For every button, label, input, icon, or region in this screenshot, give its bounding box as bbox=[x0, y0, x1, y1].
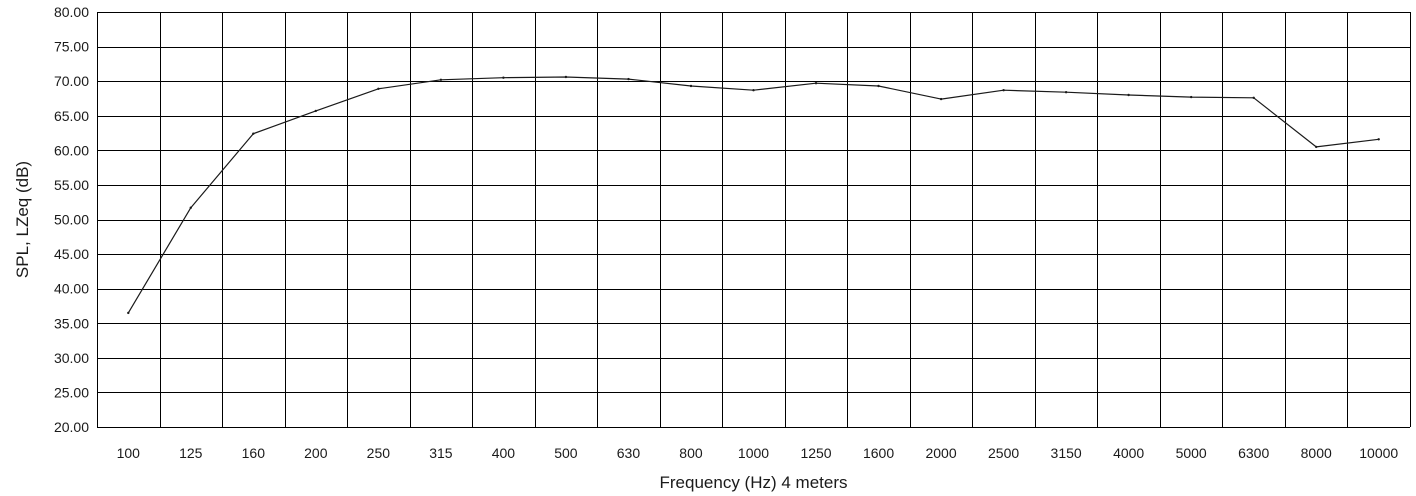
x-tick-label: 10000 bbox=[1359, 445, 1398, 461]
grid bbox=[97, 12, 1411, 428]
y-tick-label: 75.00 bbox=[54, 39, 89, 55]
x-tick-label: 1250 bbox=[800, 445, 831, 461]
x-tick-label: 250 bbox=[367, 445, 391, 461]
y-tick-label: 30.00 bbox=[54, 350, 89, 366]
data-point bbox=[127, 311, 130, 315]
y-tick-label: 25.00 bbox=[54, 384, 89, 400]
x-axis-title: Frequency (Hz) 4 meters bbox=[660, 473, 848, 492]
data-point bbox=[1315, 145, 1318, 149]
x-tick-label: 800 bbox=[679, 445, 703, 461]
x-tick-label: 100 bbox=[117, 445, 141, 461]
y-tick-label: 60.00 bbox=[54, 142, 89, 158]
data-point bbox=[689, 84, 693, 88]
data-point bbox=[877, 84, 880, 88]
y-tick-label: 55.00 bbox=[54, 177, 89, 193]
x-axis-ticks: 100 125 160 200 250 315 400 500 630 800 1000 1250 16… bbox=[117, 445, 1399, 461]
x-tick-label: 6300 bbox=[1238, 445, 1269, 461]
data-point bbox=[1002, 89, 1005, 92]
data-point bbox=[189, 206, 192, 209]
y-axis-ticks: 80.00 75.00 70.00 65.00 60.00 55.00 50.00 45.00… bbox=[54, 4, 89, 435]
y-tick-label: 70.00 bbox=[54, 73, 89, 89]
data-point bbox=[252, 132, 255, 135]
x-tick-label: 8000 bbox=[1301, 445, 1332, 461]
x-tick-label: 1600 bbox=[863, 445, 894, 461]
data-point bbox=[439, 78, 443, 82]
x-tick-label: 4000 bbox=[1113, 445, 1144, 461]
y-axis-title: SPL, LZeq (dB) bbox=[13, 161, 32, 278]
y-tick-label: 80.00 bbox=[54, 4, 89, 20]
data-point bbox=[1252, 96, 1255, 100]
x-tick-label: 125 bbox=[179, 445, 203, 461]
x-tick-label: 160 bbox=[242, 445, 266, 461]
y-tick-label: 35.00 bbox=[54, 315, 89, 331]
y-tick-label: 20.00 bbox=[54, 419, 89, 435]
series-layer bbox=[127, 75, 1380, 315]
x-tick-label: 315 bbox=[429, 445, 453, 461]
data-point bbox=[1064, 91, 1068, 94]
y-tick-label: 40.00 bbox=[54, 281, 89, 297]
data-point bbox=[752, 89, 755, 92]
x-tick-label: 5000 bbox=[1176, 445, 1207, 461]
data-point bbox=[627, 77, 630, 81]
x-tick-label: 630 bbox=[617, 445, 641, 461]
y-tick-label: 45.00 bbox=[54, 246, 89, 262]
data-point bbox=[1190, 95, 1193, 99]
x-tick-label: 1000 bbox=[738, 445, 769, 461]
data-point bbox=[377, 87, 380, 91]
data-point bbox=[314, 109, 317, 113]
y-tick-label: 50.00 bbox=[54, 212, 89, 228]
x-tick-label: 200 bbox=[304, 445, 328, 461]
series-line-0 bbox=[127, 76, 1379, 314]
x-tick-label: 400 bbox=[492, 445, 516, 461]
x-tick-label: 3150 bbox=[1051, 445, 1082, 461]
y-tick-label: 65.00 bbox=[54, 108, 89, 124]
data-point bbox=[502, 76, 505, 79]
data-point bbox=[939, 97, 943, 101]
data-point bbox=[814, 82, 818, 85]
x-tick-label: 2000 bbox=[925, 445, 956, 461]
data-point bbox=[564, 75, 568, 79]
data-point bbox=[1377, 138, 1380, 141]
x-tick-label: 2500 bbox=[988, 445, 1019, 461]
data-point bbox=[1127, 93, 1130, 97]
x-tick-label: 500 bbox=[554, 445, 578, 461]
